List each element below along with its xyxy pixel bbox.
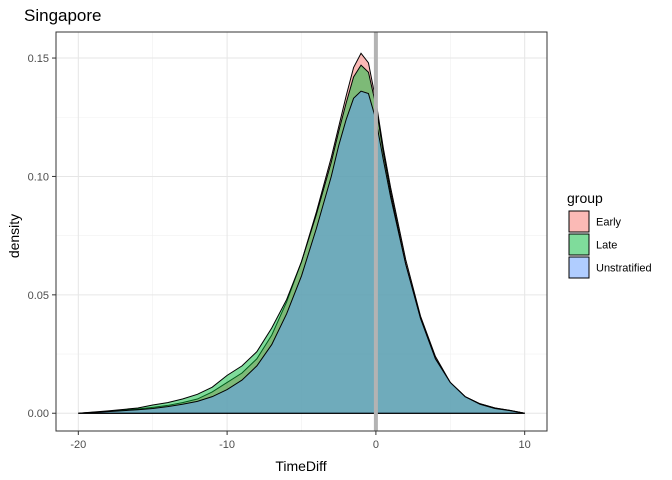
x-tick-label: -20: [70, 439, 86, 451]
x-axis-title: TimeDiff: [275, 458, 326, 474]
legend-key-early: [568, 210, 590, 233]
legend: group Early Late Unstratified: [567, 190, 652, 279]
chart-title: Singapore: [24, 6, 102, 25]
legend-key-unstratified: [568, 256, 590, 279]
legend-title: group: [567, 190, 603, 206]
y-tick-label: 0.05: [28, 290, 49, 302]
y-tick-label: 0.10: [28, 171, 49, 183]
plot-panel: -20 -10 0 10 0.00 0.05 0.10 0.15: [28, 31, 548, 451]
density-area-unstratified: [78, 90, 525, 414]
legend-label-unstratified: Unstratified: [596, 263, 652, 275]
panel-border: [55, 31, 548, 432]
y-tick-label: 0.00: [28, 408, 49, 420]
x-tick-label: -10: [219, 439, 235, 451]
legend-label-early: Early: [596, 217, 622, 229]
y-tick-label: 0.15: [28, 53, 49, 65]
y-axis-title: density: [6, 214, 22, 258]
legend-label-late: Late: [596, 240, 617, 252]
legend-key-late: [568, 233, 590, 256]
x-tick-label: 10: [519, 439, 531, 451]
x-tick-label: 0: [373, 439, 379, 451]
